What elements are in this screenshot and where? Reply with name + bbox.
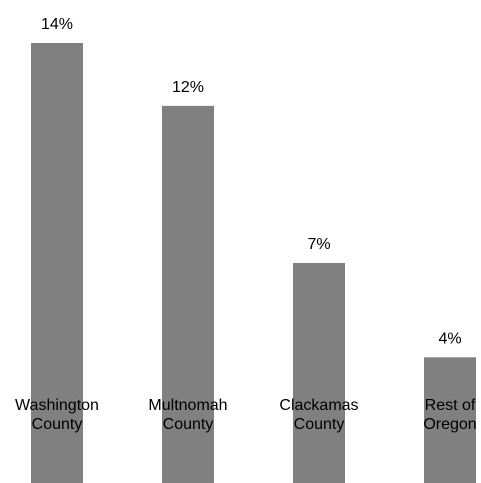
value-label-rest-of-oregon: 4% <box>438 330 461 347</box>
category-label-multnomah-county: Multnomah County <box>148 397 227 433</box>
bar-washington-county <box>31 43 83 483</box>
bar-multnomah-county <box>162 105 214 483</box>
value-label-multnomah-county: 12% <box>172 79 204 96</box>
value-label-clackamas-county: 7% <box>307 236 330 253</box>
bars-group <box>31 43 476 483</box>
category-label-line: Clackamas <box>279 397 358 414</box>
bar-rest-of-oregon <box>424 357 476 483</box>
value-labels-group: 14% 12% 7% 4% <box>41 16 462 347</box>
category-label-washington-county: Washington County <box>15 397 99 433</box>
category-label-line: Washington <box>15 397 99 414</box>
category-label-line: Oregon <box>423 416 476 433</box>
category-label-line: County <box>163 416 214 433</box>
category-label-clackamas-county: Clackamas County <box>279 397 358 433</box>
value-label-washington-county: 14% <box>41 16 73 33</box>
category-label-line: County <box>294 416 345 433</box>
category-label-line: Multnomah <box>148 397 227 414</box>
category-label-line: County <box>32 416 83 433</box>
bar-clackamas-county <box>293 263 345 483</box>
category-label-line: Rest of <box>425 397 476 414</box>
category-label-rest-of-oregon: Rest of Oregon <box>423 397 476 433</box>
